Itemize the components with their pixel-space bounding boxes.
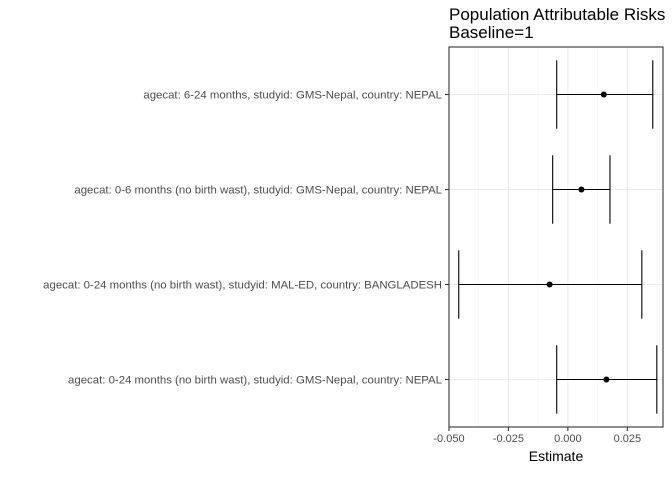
x-tick-label: 0.025	[614, 433, 642, 445]
x-tick-label: -0.025	[493, 433, 524, 445]
chart-title-line-1: Population Attributable Risks	[449, 5, 665, 24]
category-label: agecat: 0-24 months (no birth wast), stu…	[43, 280, 442, 292]
estimate-point	[578, 186, 585, 193]
estimate-row-4	[556, 345, 658, 414]
panel-border	[448, 46, 664, 428]
estimate-row-2	[552, 155, 611, 224]
category-labels: agecat: 6-24 months, studyid: GMS-Nepal,…	[43, 90, 449, 387]
x-tick-label: 0.000	[554, 433, 582, 445]
category-label: agecat: 0-24 months (no birth wast), stu…	[68, 375, 442, 387]
estimate-point	[546, 281, 553, 288]
category-label: agecat: 6-24 months, studyid: GMS-Nepal,…	[143, 90, 442, 102]
category-label: agecat: 0-6 months (no birth wast), stud…	[74, 185, 442, 197]
estimate-row-3	[458, 250, 643, 319]
x-axis-title: Estimate	[529, 448, 584, 464]
estimate-point	[600, 91, 607, 98]
panel-background	[449, 47, 663, 427]
plot-panel	[448, 46, 664, 428]
x-axis: -0.050 -0.025 0.000 0.025	[433, 427, 641, 445]
x-tick-label: -0.050	[433, 433, 464, 445]
chart-title-line-2: Baseline=1	[449, 23, 534, 42]
estimate-row-1	[556, 60, 654, 129]
estimate-point	[603, 376, 610, 383]
